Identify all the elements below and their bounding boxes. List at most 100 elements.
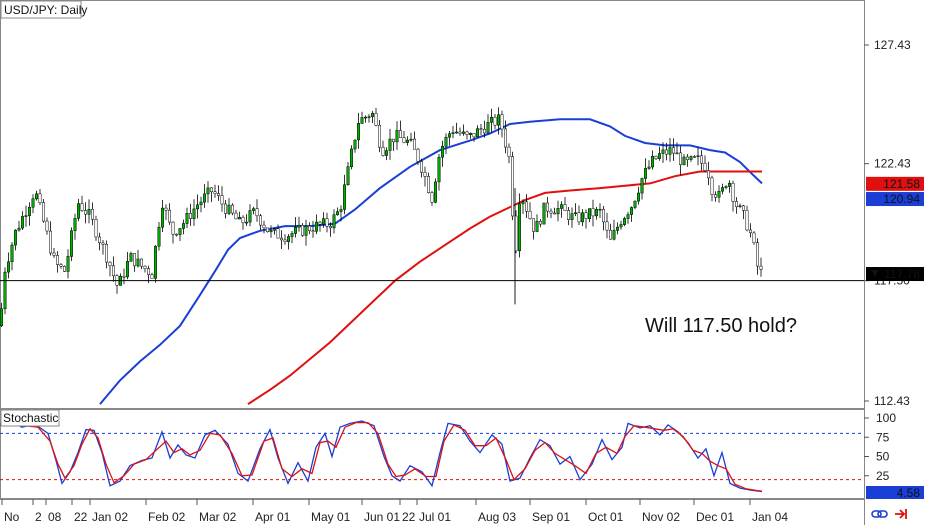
- time-tick-label: Apr 01: [255, 510, 291, 524]
- time-tick-label: Nov 02: [642, 510, 680, 524]
- candle: [609, 223, 612, 240]
- candle-body: [749, 229, 752, 234]
- candle: [0, 302, 3, 327]
- candle-body: [304, 225, 308, 236]
- candle-body: [77, 203, 80, 219]
- candle-body: [735, 201, 738, 207]
- candle-body: [220, 195, 224, 205]
- candle-body: [759, 265, 763, 270]
- candle: [518, 193, 521, 258]
- candle-body: [518, 203, 521, 252]
- candle: [56, 251, 59, 273]
- candle: [217, 185, 220, 201]
- candle: [395, 121, 399, 150]
- candle-body: [406, 139, 409, 143]
- candle-body: [161, 207, 164, 228]
- candle-body: [696, 155, 700, 158]
- time-tick-label: Jun 01: [364, 510, 400, 524]
- candle-body: [238, 216, 241, 220]
- candle: [595, 207, 598, 220]
- candle-body: [371, 112, 374, 117]
- candle-body: [87, 209, 91, 215]
- candle: [143, 265, 147, 273]
- time-tick-label: 22: [74, 510, 88, 524]
- candle: [591, 199, 595, 227]
- candle-body: [577, 212, 581, 223]
- candle: [563, 197, 567, 211]
- candle: [308, 222, 311, 235]
- candle-body: [287, 236, 290, 242]
- candle-body: [462, 131, 465, 134]
- candle-body: [112, 265, 115, 276]
- candle: [427, 172, 430, 194]
- stochastic-axis: 100 75 50 25: [864, 411, 896, 483]
- candle-body: [343, 184, 346, 210]
- candle: [231, 203, 234, 216]
- candle-body: [682, 156, 686, 166]
- candle: [94, 215, 98, 241]
- candle-body: [420, 161, 423, 173]
- candle: [465, 130, 469, 140]
- candle-body: [728, 182, 731, 187]
- candle: [66, 249, 70, 279]
- candle-body: [91, 209, 94, 220]
- candle: [759, 257, 763, 277]
- stochastic-title-box: [0, 409, 60, 427]
- candle-body: [441, 145, 444, 158]
- candle: [98, 232, 101, 251]
- candle: [504, 120, 507, 154]
- candle: [35, 190, 38, 201]
- candle-body: [147, 268, 150, 275]
- time-tick-label: Oct 01: [588, 510, 624, 524]
- arrow-to-right-edge-icon[interactable]: [895, 509, 907, 519]
- candle: [346, 162, 350, 186]
- candle: [444, 133, 448, 155]
- candle-body: [66, 256, 70, 272]
- time-tick-label: 08: [48, 510, 62, 524]
- candle: [497, 107, 500, 135]
- chain-link-icon[interactable]: [871, 510, 888, 518]
- candle: [413, 131, 416, 150]
- candle-body: [434, 181, 437, 203]
- candle-body: [178, 228, 182, 235]
- candle: [577, 205, 581, 226]
- candle-body: [140, 258, 143, 267]
- stochastic-title: Stochastic: [3, 411, 58, 425]
- candle: [364, 115, 367, 123]
- candle: [311, 220, 315, 238]
- candle: [619, 220, 623, 230]
- candle: [192, 199, 196, 226]
- candle-body: [210, 187, 213, 193]
- candle-body: [315, 221, 318, 232]
- candle-body: [430, 192, 434, 203]
- candle: [49, 221, 52, 256]
- candle: [3, 267, 7, 315]
- stochastic-tick-label: 50: [876, 450, 890, 464]
- candle-body: [717, 190, 721, 198]
- candle: [262, 220, 266, 234]
- candle-body: [486, 122, 490, 134]
- candle-body: [10, 244, 14, 263]
- candle-body: [0, 308, 3, 327]
- candle-body: [301, 225, 304, 236]
- candle-body: [14, 229, 17, 246]
- candle-body: [357, 123, 360, 141]
- candle-body: [175, 233, 178, 236]
- candle-body: [329, 226, 332, 229]
- candle-body: [182, 223, 185, 229]
- candle-body: [661, 149, 665, 154]
- candles: [0, 107, 763, 327]
- candle: [350, 145, 353, 170]
- candle: [542, 202, 546, 225]
- price-badge-bg: [866, 176, 924, 191]
- candle-body: [276, 228, 280, 239]
- candle-body: [196, 204, 199, 210]
- candle: [749, 223, 752, 238]
- candle: [42, 199, 45, 223]
- candle-body: [556, 208, 560, 215]
- candle: [21, 211, 24, 230]
- time-tick-label: Sep 01: [532, 510, 570, 524]
- candle: [570, 207, 574, 228]
- candle-body: [346, 166, 350, 185]
- candle: [7, 252, 10, 279]
